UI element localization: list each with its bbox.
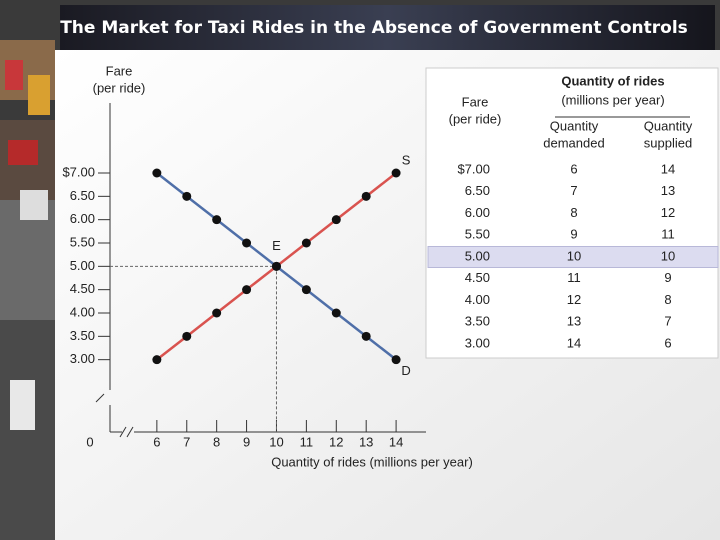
data-point <box>331 215 341 225</box>
y-axis-break <box>95 393 105 403</box>
y-tick-label: 3.50 <box>70 328 95 343</box>
fare-cell: 4.50 <box>465 270 490 285</box>
y-axis-title: Fare (per ride) <box>93 64 146 96</box>
quantity-cell: 13 <box>661 183 675 198</box>
quantity-cell: 10 <box>567 248 581 263</box>
table-panel <box>425 67 719 359</box>
fare-cell: 4.00 <box>465 292 490 307</box>
y-tick-label: 4.50 <box>70 281 95 296</box>
x-tick-label: 13 <box>359 434 373 449</box>
data-point <box>271 261 281 271</box>
fare-header: Fare (per ride) <box>449 95 502 127</box>
quantity-cell: 6 <box>570 161 577 176</box>
quantity-cell: 8 <box>664 292 671 307</box>
fare-cell: 6.00 <box>465 205 490 220</box>
title-bar <box>60 5 715 50</box>
data-point <box>301 238 311 248</box>
x-tick-label: 12 <box>329 434 343 449</box>
quantity-cell: 9 <box>664 270 671 285</box>
quantity-cell: 11 <box>567 270 581 285</box>
data-point <box>182 191 192 201</box>
data-point <box>182 331 192 341</box>
curve-label: D <box>401 363 410 378</box>
x-tick-label: 7 <box>183 434 190 449</box>
data-point <box>212 215 222 225</box>
data-point <box>212 308 222 318</box>
x-axis-break <box>119 426 127 438</box>
y-tick-label: $7.00 <box>62 164 95 179</box>
table: Fare (per ride) Quantity of rides (millions… <box>427 73 719 350</box>
column-header: Quantity demanded <box>543 119 604 151</box>
quantity-cell: 12 <box>661 205 675 220</box>
chart: 0 Fare (per ride) Quantity of rides (millio… <box>62 64 472 470</box>
quantity-cell: 14 <box>567 335 581 350</box>
data-point <box>152 168 162 178</box>
data-point <box>242 285 252 295</box>
x-tick-label: 14 <box>389 434 403 449</box>
x-tick-label: 6 <box>153 434 160 449</box>
group-header: Quantity of rides <box>561 73 664 88</box>
y-tick-label: 3.00 <box>70 351 95 366</box>
photo-decor <box>0 40 55 540</box>
row-background <box>427 246 719 268</box>
curve-label: S <box>402 152 411 167</box>
quantity-cell: 9 <box>570 227 577 242</box>
quantity-cell: 11 <box>661 227 675 242</box>
quantity-cell: 12 <box>567 292 581 307</box>
fare-cell: 6.50 <box>465 183 490 198</box>
fare-cell: 3.50 <box>465 314 490 329</box>
x-tick-label: 9 <box>243 434 250 449</box>
quantity-cell: 6 <box>664 335 671 350</box>
y-tick-label: 6.00 <box>70 211 95 226</box>
data-point <box>301 285 311 295</box>
y-tick-label: 6.50 <box>70 188 95 203</box>
y-tick-label: 5.50 <box>70 234 95 249</box>
slide-title: The Market for Taxi Rides in the Absence… <box>60 18 688 38</box>
quantity-cell: 7 <box>570 183 577 198</box>
equilibrium-label: E <box>272 238 281 253</box>
quantity-cell: 7 <box>664 314 671 329</box>
x-axis-title: Quantity of rides (millions per year) <box>271 454 473 469</box>
quantity-cell: 14 <box>661 161 675 176</box>
x-tick-label: 11 <box>300 434 314 449</box>
column-header: Quantity supplied <box>644 119 693 151</box>
fare-cell: 5.50 <box>465 227 490 242</box>
origin-label: 0 <box>86 434 93 449</box>
y-tick-label: 5.00 <box>70 258 95 273</box>
fare-cell: 5.00 <box>465 248 490 263</box>
x-axis-break <box>126 426 134 438</box>
data-point <box>242 238 252 248</box>
data-point <box>331 308 341 318</box>
x-tick-label: 10 <box>269 434 283 449</box>
data-point <box>391 355 401 365</box>
data-point <box>361 191 371 201</box>
data-point <box>152 355 162 365</box>
data-point <box>361 331 371 341</box>
fare-cell: $7.00 <box>457 161 490 176</box>
quantity-cell: 8 <box>570 205 577 220</box>
y-tick-label: 4.00 <box>70 304 95 319</box>
data-point <box>391 168 401 178</box>
quantity-cell: 10 <box>661 248 675 263</box>
group-subheader: (millions per year) <box>561 92 664 107</box>
fare-cell: 3.00 <box>465 335 490 350</box>
x-tick-label: 8 <box>213 434 220 449</box>
quantity-cell: 13 <box>567 314 581 329</box>
